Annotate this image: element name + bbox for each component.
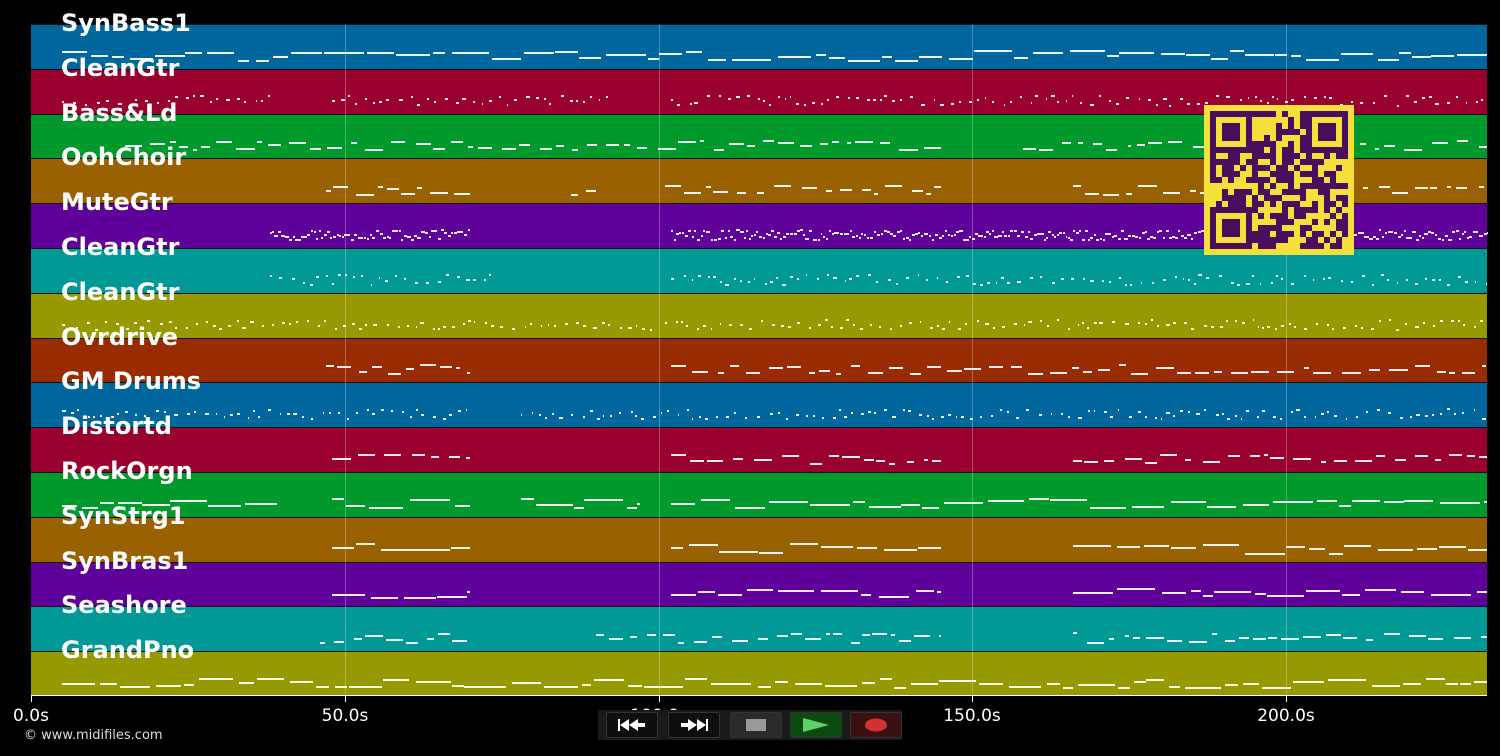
track-label: CleanGtr xyxy=(61,278,180,306)
axis-tick xyxy=(659,695,660,702)
record-button[interactable] xyxy=(850,712,902,738)
rewind-icon xyxy=(618,719,645,731)
gridline xyxy=(1286,24,1287,695)
track-lane xyxy=(31,338,1487,382)
track-label: Bass&Ld xyxy=(61,99,178,127)
track-lane xyxy=(31,24,1487,69)
rewind-button[interactable] xyxy=(606,712,658,738)
track-label: SynBass1 xyxy=(61,9,191,37)
track-label: OohChoir xyxy=(61,143,187,171)
qr-code-icon xyxy=(1204,105,1354,255)
track-label: RockOrgn xyxy=(61,457,193,485)
record-icon xyxy=(865,718,887,732)
track-label: CleanGtr xyxy=(61,233,180,261)
track-label: SynBras1 xyxy=(61,547,189,575)
track-label: GrandPno xyxy=(61,636,195,664)
axis-tick xyxy=(1286,695,1287,702)
stop-button[interactable] xyxy=(730,712,782,738)
play-icon xyxy=(803,718,829,732)
gridline xyxy=(659,24,660,695)
track-label: Ovrdrive xyxy=(61,323,179,351)
axis-tick-label: 0.0s xyxy=(13,706,49,726)
axis-tick xyxy=(345,695,346,702)
midi-note xyxy=(1486,232,1489,235)
track-lane xyxy=(31,606,1487,651)
axis-tick xyxy=(972,695,973,702)
gridline xyxy=(345,24,346,695)
copyright-text: © www.midifiles.com xyxy=(24,728,163,743)
track-lane xyxy=(31,651,1487,696)
transport-controls xyxy=(598,710,902,740)
track-label: Distortd xyxy=(61,412,172,440)
axis-tick xyxy=(31,695,32,702)
track-label: CleanGtr xyxy=(61,54,180,82)
track-label: Seashore xyxy=(61,591,187,619)
axis-tick-label: 200.0s xyxy=(1257,706,1315,726)
track-lane xyxy=(31,472,1487,517)
track-lane xyxy=(31,293,1487,338)
time-axis-line xyxy=(31,695,1487,696)
track-label: SynStrg1 xyxy=(61,502,186,530)
track-label: GM Drums xyxy=(61,367,202,395)
track-label: MuteGtr xyxy=(61,188,173,216)
stop-icon xyxy=(746,719,766,731)
track-lane xyxy=(31,248,1487,293)
play-button[interactable] xyxy=(790,712,842,738)
axis-tick-label: 50.0s xyxy=(321,706,369,726)
track-lane xyxy=(31,517,1487,562)
fast-forward-button[interactable] xyxy=(668,712,720,738)
track-lane xyxy=(31,427,1487,472)
track-lane xyxy=(31,382,1487,427)
axis-tick-label: 150.0s xyxy=(943,706,1001,726)
gridline xyxy=(972,24,973,695)
track-lane xyxy=(31,562,1487,606)
fast-forward-icon xyxy=(681,719,708,731)
